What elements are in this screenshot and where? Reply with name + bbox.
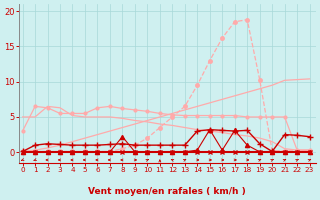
X-axis label: Vent moyen/en rafales ( km/h ): Vent moyen/en rafales ( km/h ) (88, 187, 246, 196)
